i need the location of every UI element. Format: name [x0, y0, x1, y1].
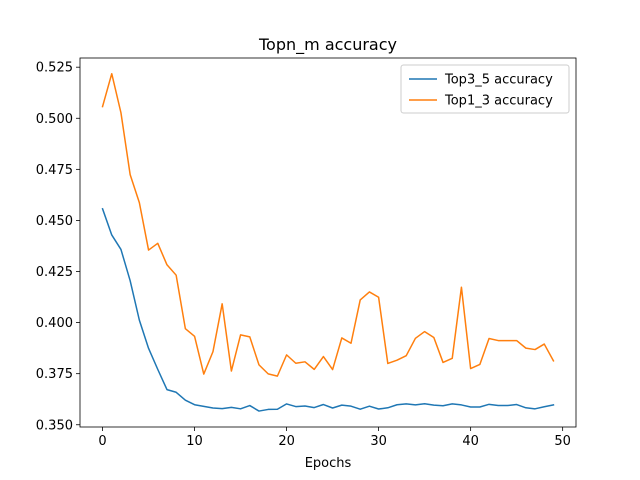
- x-tick-label: 10: [186, 434, 203, 449]
- legend-box: [400, 64, 570, 114]
- x-tick-label: 30: [370, 434, 387, 449]
- y-tick-label: 0.425: [36, 265, 73, 280]
- y-tick-label: 0.525: [36, 61, 73, 76]
- y-tick-label: 0.375: [36, 367, 73, 382]
- y-tick-label: 0.450: [36, 214, 73, 229]
- plot-area: 0 10 20 30 40 50 0.350 0.375 0.400 0.425 0.450 0.47…: [36, 57, 577, 449]
- y-tick-label: 0.350: [36, 418, 73, 433]
- y-tick-label: 0.400: [36, 316, 73, 331]
- x-tick-label: 0: [98, 434, 106, 449]
- x-tick-label: 40: [462, 434, 479, 449]
- series-line-1: [101, 207, 555, 412]
- x-tick-label: 50: [554, 434, 571, 449]
- legend-label-2: Top1_3 accuracy: [444, 94, 553, 109]
- y-tick-label: 0.500: [36, 112, 73, 127]
- legend-label-1: Top3_5 accuracy: [444, 73, 553, 88]
- axes-frame: [79, 57, 577, 428]
- series-line-2: [101, 72, 555, 377]
- y-tick-label: 0.475: [36, 163, 73, 178]
- x-tick-label: 20: [278, 434, 295, 449]
- chart-title: Topn_m accuracy: [258, 35, 397, 55]
- x-axis-title: Epochs: [305, 456, 352, 471]
